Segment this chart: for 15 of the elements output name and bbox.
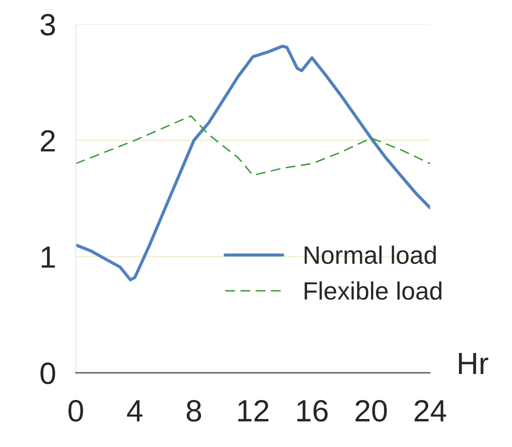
x-axis-title: Hr	[458, 353, 488, 374]
x-tick-label: 20	[356, 400, 387, 422]
y-tick-label: 0	[40, 362, 56, 384]
x-tick-label: 8	[186, 400, 202, 422]
x-tick-label: 16	[297, 400, 328, 422]
x-tick-label: 0	[68, 400, 84, 422]
x-tick-label: 24	[414, 400, 446, 422]
x-tick-label: 4	[127, 400, 142, 422]
y-tick-label: 2	[40, 130, 55, 152]
y-tick-label: 3	[40, 14, 55, 36]
legend-label: Flexible load	[304, 281, 442, 300]
x-tick-label: 12	[238, 400, 268, 422]
line-series	[76, 115, 430, 176]
legend-label: Normal load	[304, 246, 436, 264]
y-tick-label: 1	[42, 246, 55, 268]
